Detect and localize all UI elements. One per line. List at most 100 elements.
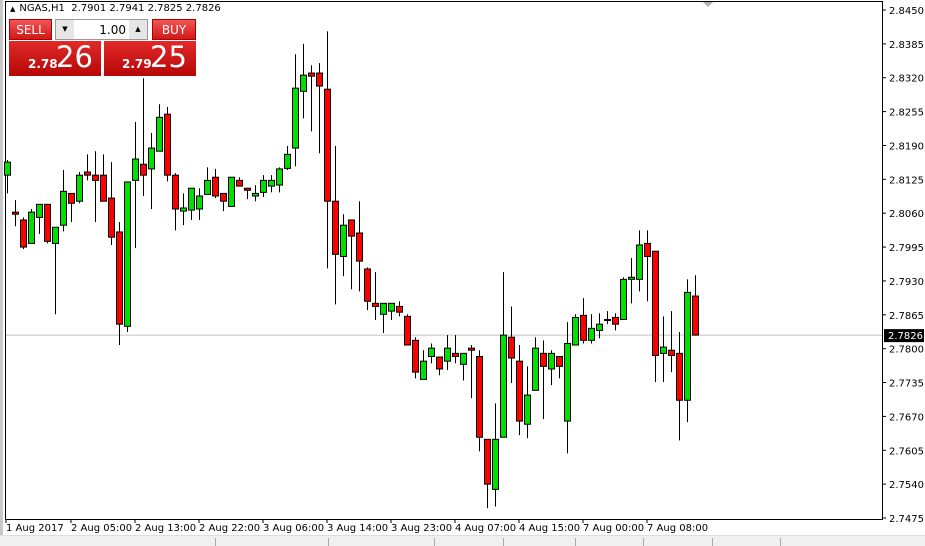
candle-bearish	[108, 162, 115, 245]
collapse-triangle-icon[interactable]: ▲	[10, 5, 16, 13]
y-tick-label: 2.7475	[889, 514, 924, 525]
candle-bearish	[436, 356, 443, 376]
candle-body	[20, 219, 27, 248]
y-tick-label: 2.8450	[889, 6, 924, 17]
candle-bearish	[220, 192, 227, 212]
y-tick-label: 2.8125	[889, 175, 924, 186]
candle-body	[292, 87, 299, 149]
close-value: 2.7826	[185, 3, 221, 14]
candle-body	[44, 203, 51, 242]
candle-bearish	[652, 250, 659, 383]
plot-frame	[5, 1, 883, 520]
candle-bullish	[204, 167, 211, 195]
candle-bearish	[676, 331, 683, 441]
candle-body	[340, 224, 347, 257]
y-tick-label: 2.7540	[889, 480, 924, 491]
candle-body	[460, 352, 467, 365]
candle-body	[676, 352, 683, 401]
candle-body	[612, 316, 619, 325]
candle-body	[148, 147, 155, 170]
candle-body	[228, 176, 235, 207]
candle-body	[332, 200, 339, 255]
candle-bullish	[28, 209, 35, 244]
candle-body	[364, 268, 371, 302]
x-tick-label: 7 Aug 08:00	[647, 523, 708, 534]
x-tick-label: 3 Aug 14:00	[327, 523, 388, 534]
y-tick-label: 2.8060	[889, 209, 924, 220]
candle-body	[380, 302, 387, 315]
chart-shift-marker-icon[interactable]	[703, 2, 713, 7]
y-tick-label: 2.8385	[889, 40, 924, 51]
status-bar	[0, 535, 925, 546]
sell-price-button[interactable]: 2.78 26	[9, 40, 101, 76]
candle-bullish	[252, 185, 259, 202]
candle-bullish	[588, 314, 595, 344]
candle-body	[684, 291, 691, 401]
status-separator	[643, 538, 644, 546]
candle-bullish	[76, 172, 83, 204]
buy-price-button[interactable]: 2.79 25	[104, 40, 196, 76]
candle-bearish	[324, 31, 331, 269]
candle-bearish	[44, 203, 51, 244]
candle-bearish	[508, 306, 515, 384]
high-value: 2.7941	[109, 3, 145, 14]
candle-bullish	[548, 350, 555, 386]
candle-body	[124, 181, 131, 327]
candle-body	[572, 316, 579, 346]
price-axis[interactable]: 2.8450 2.8385 2.8320 2.8255 2.8190 2.8125 2.80…	[882, 6, 924, 525]
candle-body	[52, 226, 59, 244]
candle-body	[628, 276, 635, 280]
candle-bullish	[268, 175, 275, 193]
candle-body	[652, 250, 659, 356]
candle-body	[428, 347, 435, 357]
candle-bullish	[124, 181, 131, 332]
candle-bearish	[468, 345, 475, 399]
buy-price-prefix: 2.79	[122, 57, 152, 71]
candle-bullish	[596, 313, 603, 339]
y-tick-label: 2.8320	[889, 74, 924, 85]
status-separator	[434, 538, 435, 546]
candle-bearish	[20, 217, 27, 250]
candle-body	[12, 211, 19, 215]
time-axis[interactable]: 1 Aug 2017 2 Aug 05:00 2 Aug 13:00 2 Aug 22…	[5, 519, 708, 534]
candle-bearish	[668, 311, 675, 373]
volume-input[interactable]	[75, 20, 129, 39]
candle-body	[300, 74, 307, 92]
svg-text:2.7826: 2.7826	[888, 331, 923, 342]
candle-bullish	[532, 337, 539, 391]
candle-bullish	[564, 322, 571, 454]
candle-body	[236, 179, 243, 187]
x-tick-label: 4 Aug 15:00	[519, 523, 580, 534]
candle-body	[548, 352, 555, 370]
candle-body	[348, 219, 355, 237]
candle-body	[92, 174, 99, 181]
candle-bearish	[12, 200, 19, 227]
price-chart[interactable]: 2.8450 2.8385 2.8320 2.8255 2.8190 2.8125 2.80…	[0, 0, 925, 535]
candle-body	[596, 323, 603, 331]
candle-body	[620, 278, 627, 320]
candle-bullish	[380, 302, 387, 334]
increase-volume-icon[interactable]: ▲	[129, 20, 147, 39]
candle-body	[388, 302, 395, 312]
candle-bearish	[452, 335, 459, 364]
candle-body	[556, 355, 563, 367]
candle-body	[164, 113, 171, 176]
sell-button[interactable]: SELL	[9, 19, 52, 40]
status-separator	[503, 538, 504, 546]
candle-body	[180, 207, 187, 212]
candle-bullish	[636, 230, 643, 292]
candle-bullish	[460, 352, 467, 381]
decrease-volume-icon[interactable]: ▼	[56, 20, 74, 39]
open-value: 2.7901	[71, 3, 107, 14]
buy-button[interactable]: BUY	[152, 19, 196, 40]
candle-body	[316, 72, 323, 87]
candle-bearish	[692, 275, 699, 336]
x-tick-label: 2 Aug 13:00	[135, 523, 196, 534]
candle-body	[692, 295, 699, 336]
candle-bullish	[300, 43, 307, 119]
candle-bullish	[388, 302, 395, 321]
candle-bullish	[620, 277, 627, 320]
candle-bullish	[428, 343, 435, 364]
candle-bearish	[68, 192, 75, 223]
candle-body	[492, 438, 499, 490]
